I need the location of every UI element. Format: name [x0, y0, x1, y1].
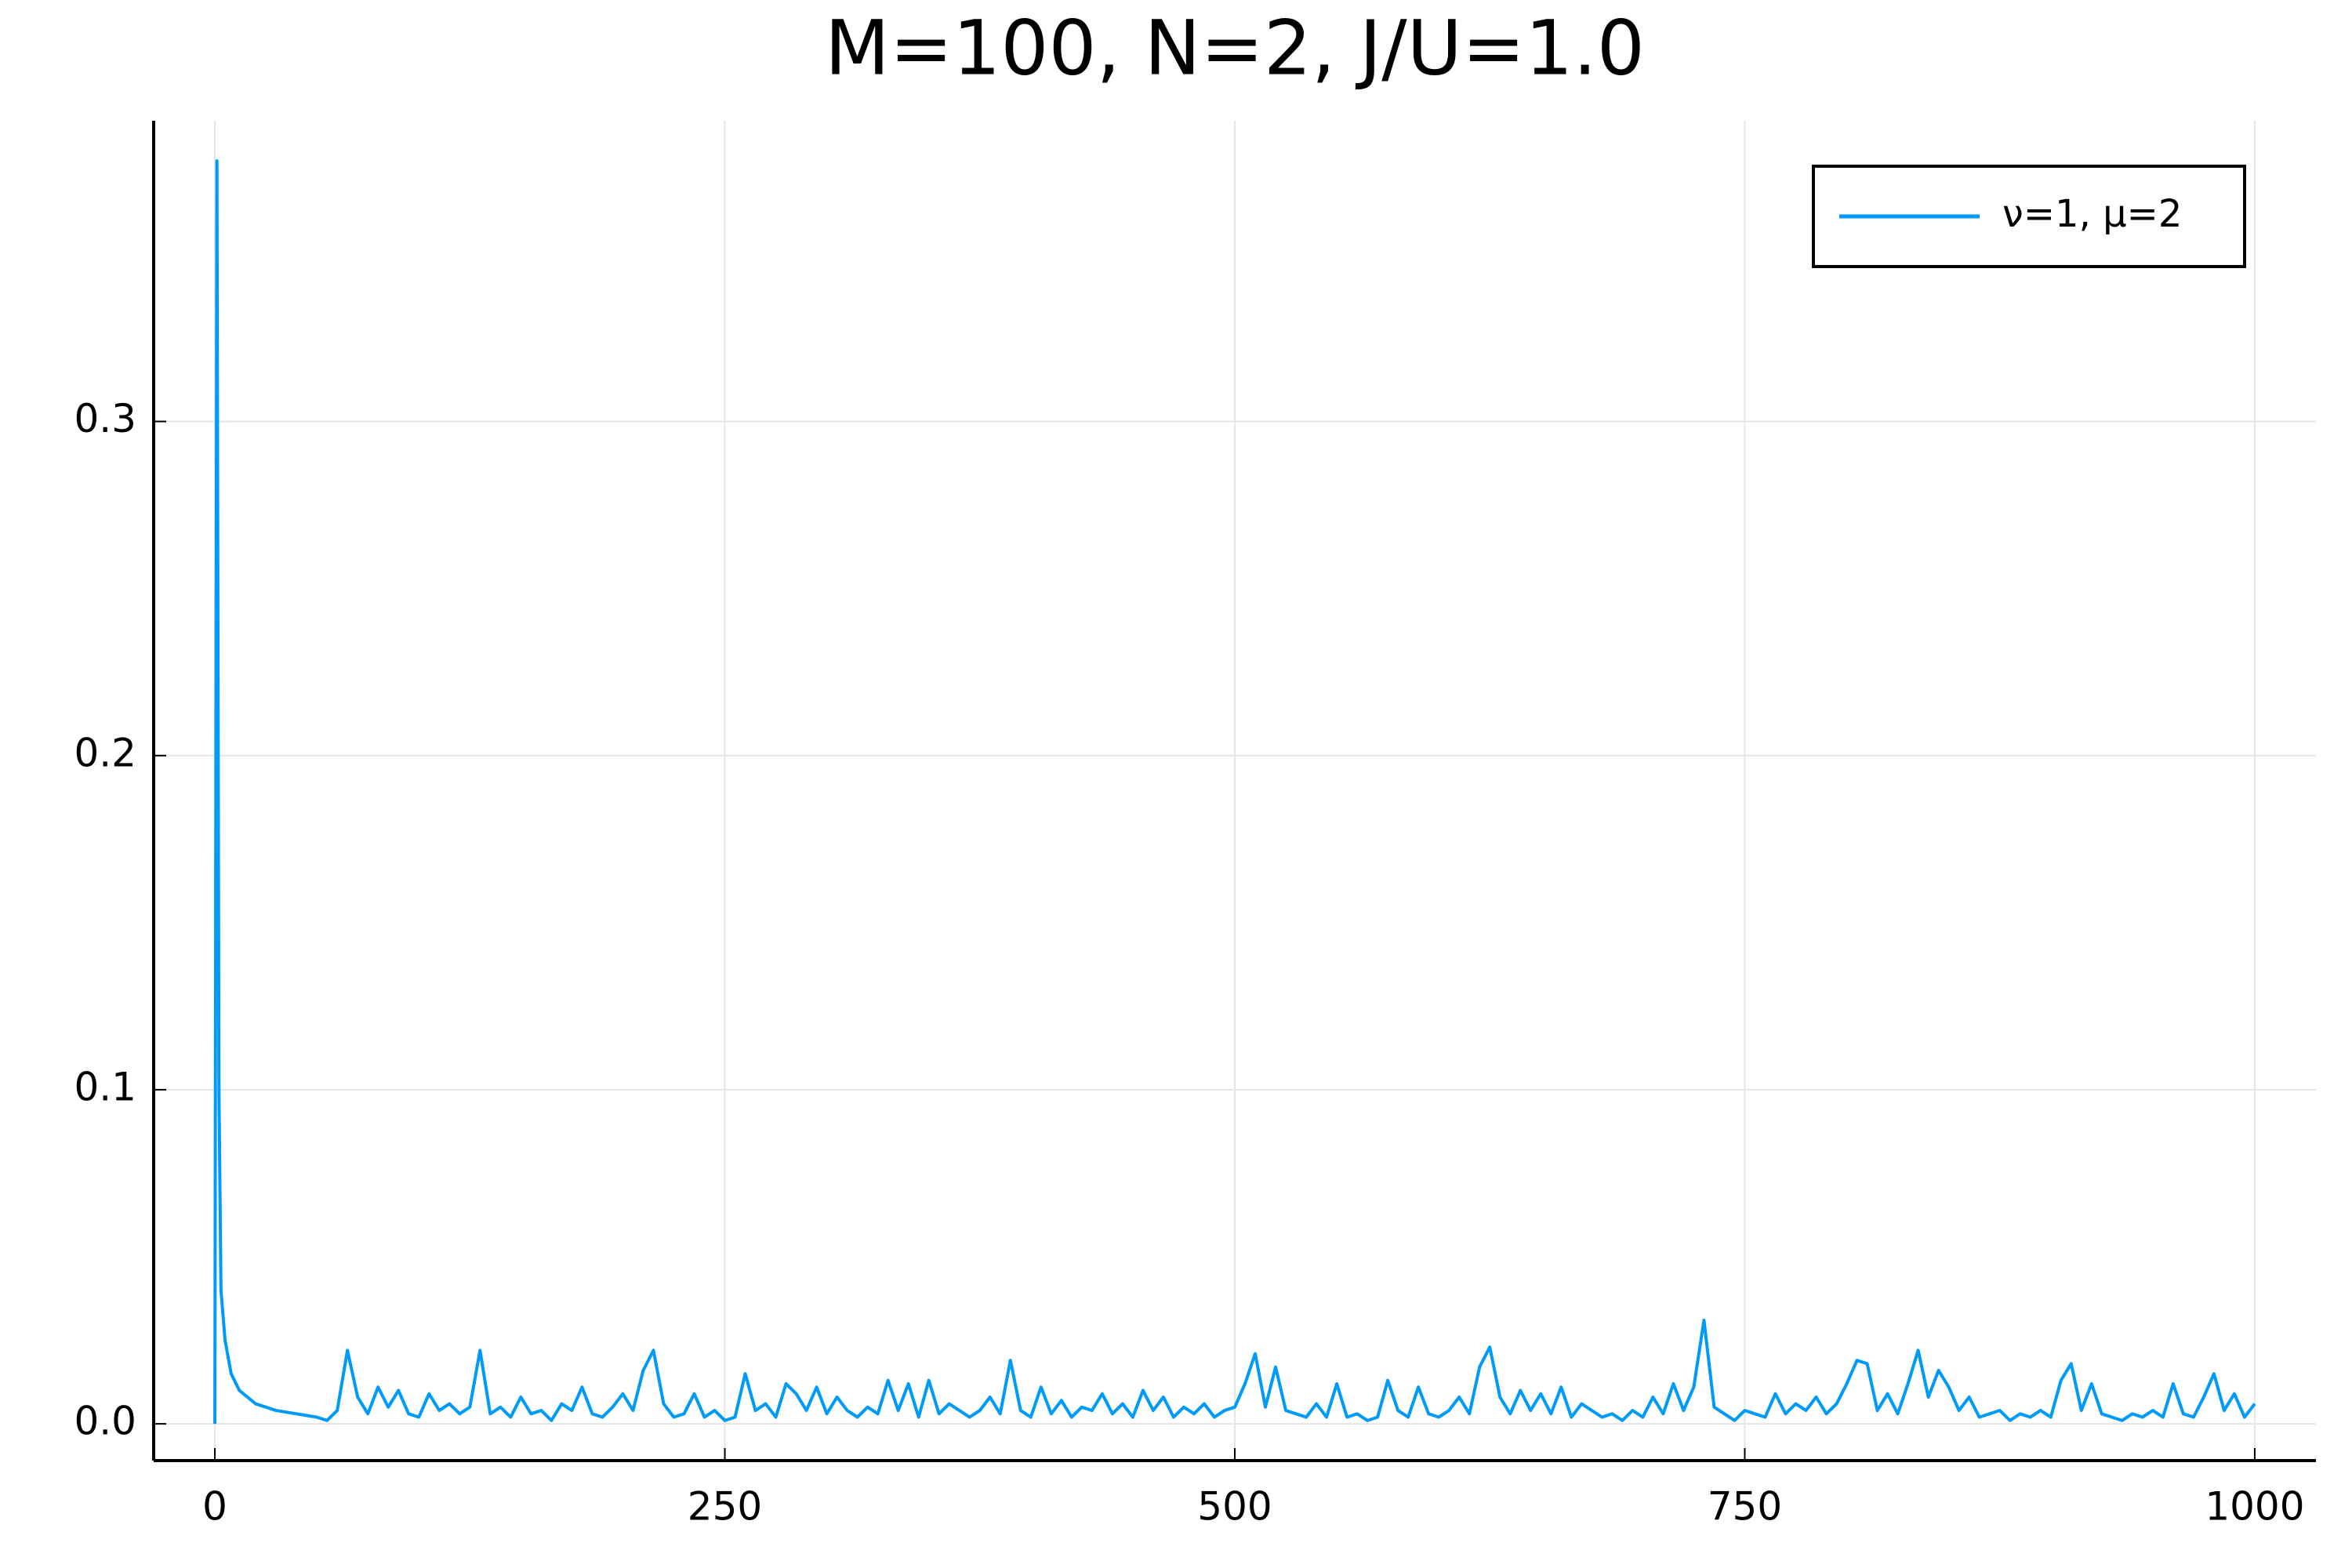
y-tick-label: 0.3: [74, 396, 136, 441]
x-tick-label: 500: [1197, 1484, 1272, 1530]
y-tick-label: 0.0: [74, 1399, 136, 1444]
legend-label: ν=1, μ=2: [2002, 192, 2182, 236]
y-tick-label: 0.2: [74, 730, 136, 775]
x-tick-label: 250: [688, 1484, 762, 1530]
chart-title: M=100, N=2, J/U=1.0: [825, 4, 1645, 92]
x-tick-label: 1000: [2205, 1484, 2304, 1530]
x-tick-label: 750: [1708, 1484, 1782, 1530]
x-tick-label: 0: [202, 1484, 227, 1530]
data-line: [213, 159, 2256, 1425]
y-tick-label: 0.1: [74, 1064, 136, 1109]
